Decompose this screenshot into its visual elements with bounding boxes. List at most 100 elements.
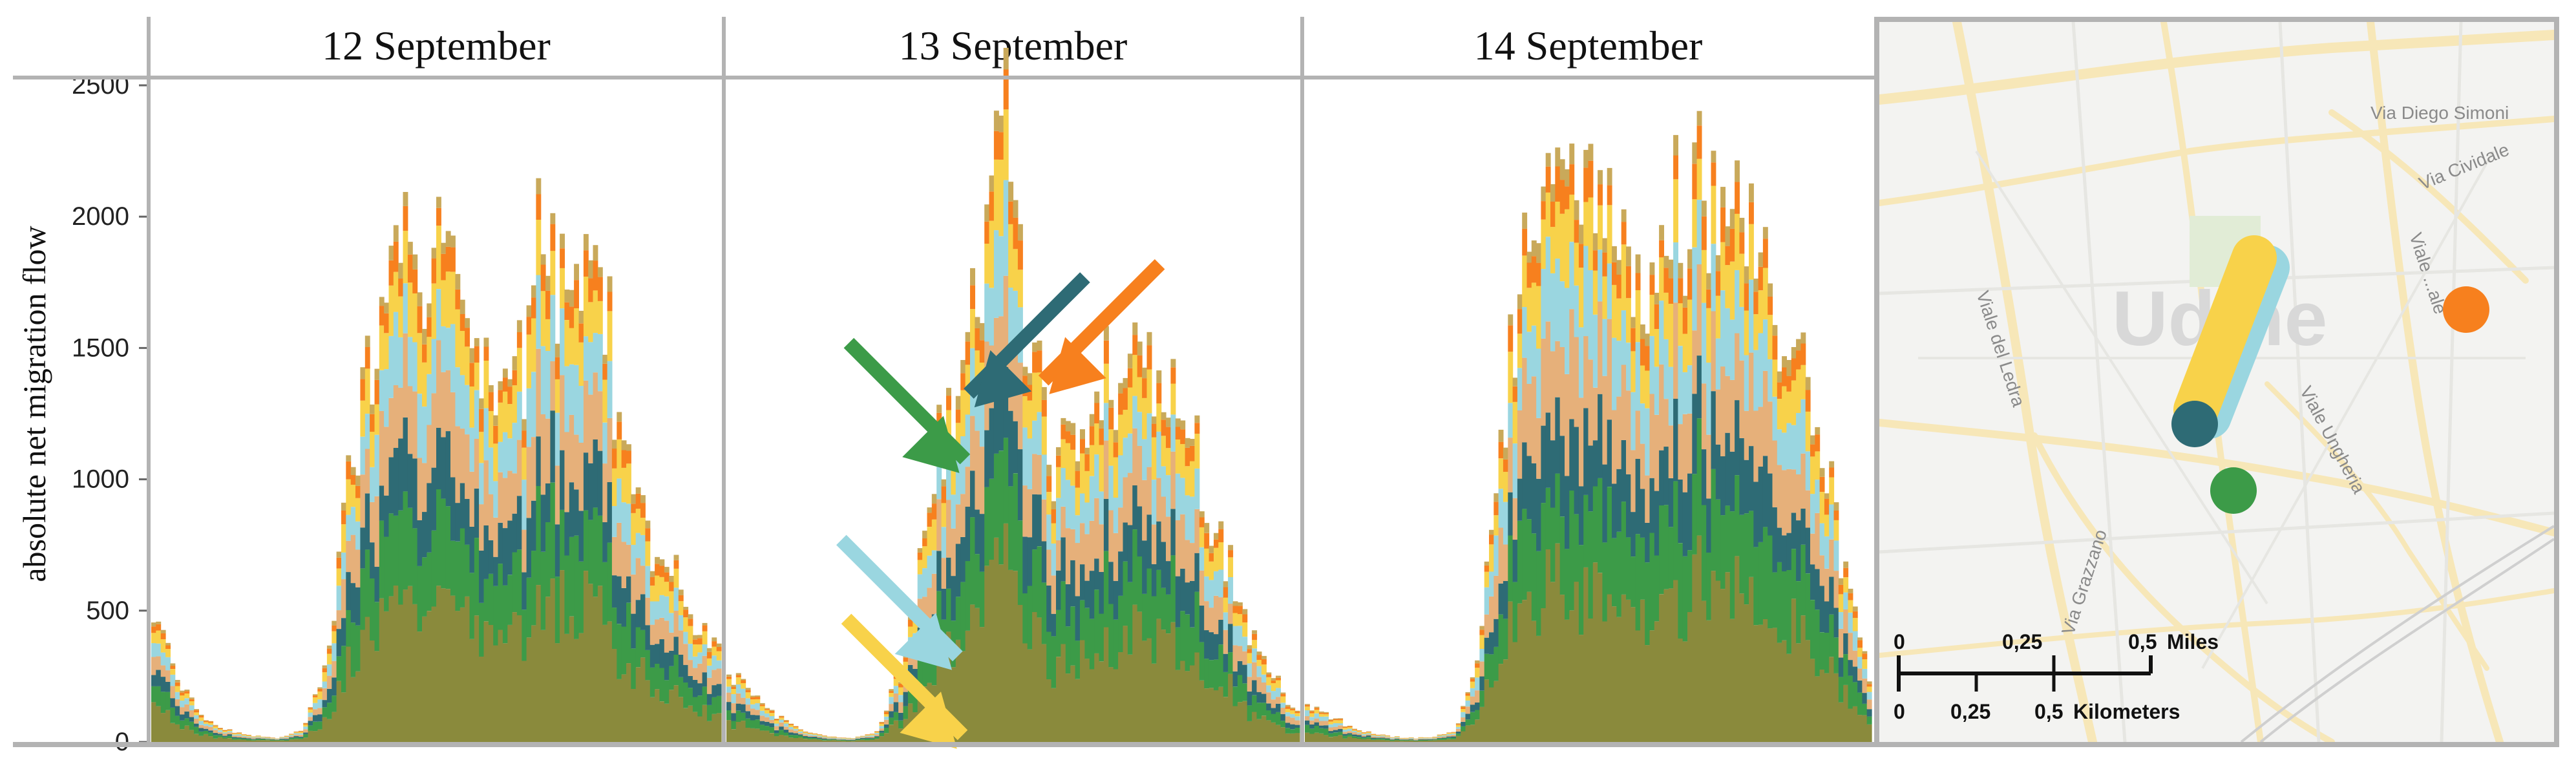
area-segment xyxy=(1190,627,1195,666)
area-segment xyxy=(1640,324,1645,339)
area-segment xyxy=(1635,630,1641,742)
area-segment xyxy=(1465,714,1471,720)
area-segment xyxy=(194,709,199,710)
area-segment xyxy=(1494,493,1499,502)
area-segment xyxy=(427,425,432,483)
area-segment xyxy=(322,700,328,708)
area-segment xyxy=(246,739,251,741)
area-segment xyxy=(1352,730,1357,732)
area-segment xyxy=(1094,454,1100,498)
area-segment xyxy=(903,692,909,706)
road-network xyxy=(1879,22,2554,742)
area-segment xyxy=(156,630,162,644)
area-segment xyxy=(1214,533,1219,540)
area-segment xyxy=(384,427,389,496)
area-segment xyxy=(1531,240,1537,257)
area-segment xyxy=(512,473,518,514)
area-segment xyxy=(1228,545,1234,551)
area-segment xyxy=(712,685,717,697)
area-segment xyxy=(1739,514,1745,594)
area-segment xyxy=(1214,571,1219,596)
area-segment xyxy=(1342,729,1348,732)
area-segment xyxy=(1108,510,1114,562)
area-segment xyxy=(1103,326,1109,341)
area-segment xyxy=(697,638,703,645)
area-segment xyxy=(1602,252,1608,277)
area-segment xyxy=(984,221,990,244)
area-segment xyxy=(1094,423,1100,455)
area-segment xyxy=(1218,569,1224,598)
area-segment xyxy=(156,686,162,706)
area-segment xyxy=(1032,342,1038,352)
area-segment xyxy=(941,527,947,558)
area-segment xyxy=(927,507,933,513)
area-segment xyxy=(1271,723,1276,742)
area-segment xyxy=(1612,606,1617,742)
area-segment xyxy=(1146,332,1152,346)
area-segment xyxy=(927,648,933,683)
area-segment xyxy=(275,739,280,740)
area-segment xyxy=(669,650,675,666)
area-segment xyxy=(1796,350,1801,370)
area-segment xyxy=(317,714,323,722)
area-segment xyxy=(1565,288,1570,374)
area-segment xyxy=(1725,308,1731,376)
area-segment xyxy=(1696,264,1702,356)
area-segment xyxy=(450,595,456,742)
area-segment xyxy=(502,377,508,392)
area-segment xyxy=(1180,478,1186,514)
area-segment xyxy=(1342,726,1348,727)
area-segment xyxy=(1294,712,1300,714)
area-segment xyxy=(917,548,923,553)
area-segment xyxy=(1209,553,1214,562)
area-segment xyxy=(398,510,404,605)
area-segment xyxy=(827,740,832,742)
area-segment xyxy=(1545,412,1551,488)
area-segment xyxy=(1565,209,1570,288)
area-segment xyxy=(1342,738,1348,742)
area-segment xyxy=(1678,303,1684,346)
area-segment xyxy=(174,692,180,699)
area-segment xyxy=(341,646,346,693)
area-segment xyxy=(716,651,722,661)
area-segment xyxy=(683,644,689,665)
area-segment xyxy=(626,444,631,451)
area-segment xyxy=(1796,581,1801,644)
area-segment xyxy=(726,676,732,679)
area-segment xyxy=(841,739,847,740)
area-segment xyxy=(812,737,818,738)
area-segment xyxy=(213,738,218,742)
area-segment xyxy=(1027,489,1033,538)
area-segment xyxy=(1242,637,1248,651)
area-segment xyxy=(198,725,204,728)
area-segment xyxy=(1003,523,1009,742)
area-segment xyxy=(889,725,894,742)
area-segment xyxy=(1621,244,1627,311)
area-segment xyxy=(913,619,918,633)
area-segment xyxy=(1242,651,1248,665)
facet-title: 13 September xyxy=(899,23,1128,69)
area-segment xyxy=(180,692,185,695)
area-segment xyxy=(602,363,608,380)
area-segment xyxy=(1772,507,1778,573)
area-segment xyxy=(1494,535,1499,576)
area-segment xyxy=(1204,548,1210,577)
area-segment xyxy=(1017,520,1023,605)
area-segment xyxy=(975,430,980,510)
area-segment xyxy=(1223,653,1229,672)
area-segment xyxy=(246,740,251,742)
area-segment xyxy=(731,703,737,714)
area-segment xyxy=(1103,627,1109,742)
scale-miles-0: 0 xyxy=(1894,630,1905,653)
area-segment xyxy=(692,697,698,712)
area-segment xyxy=(1357,731,1362,733)
area-segment xyxy=(688,660,693,676)
area-segment xyxy=(1583,494,1589,567)
area-segment xyxy=(712,646,717,656)
area-segment xyxy=(1782,432,1787,471)
area-segment xyxy=(1022,427,1028,486)
area-segment xyxy=(1123,410,1128,438)
area-segment xyxy=(326,648,332,654)
area-segment xyxy=(1512,443,1518,498)
area-segment xyxy=(617,412,622,422)
